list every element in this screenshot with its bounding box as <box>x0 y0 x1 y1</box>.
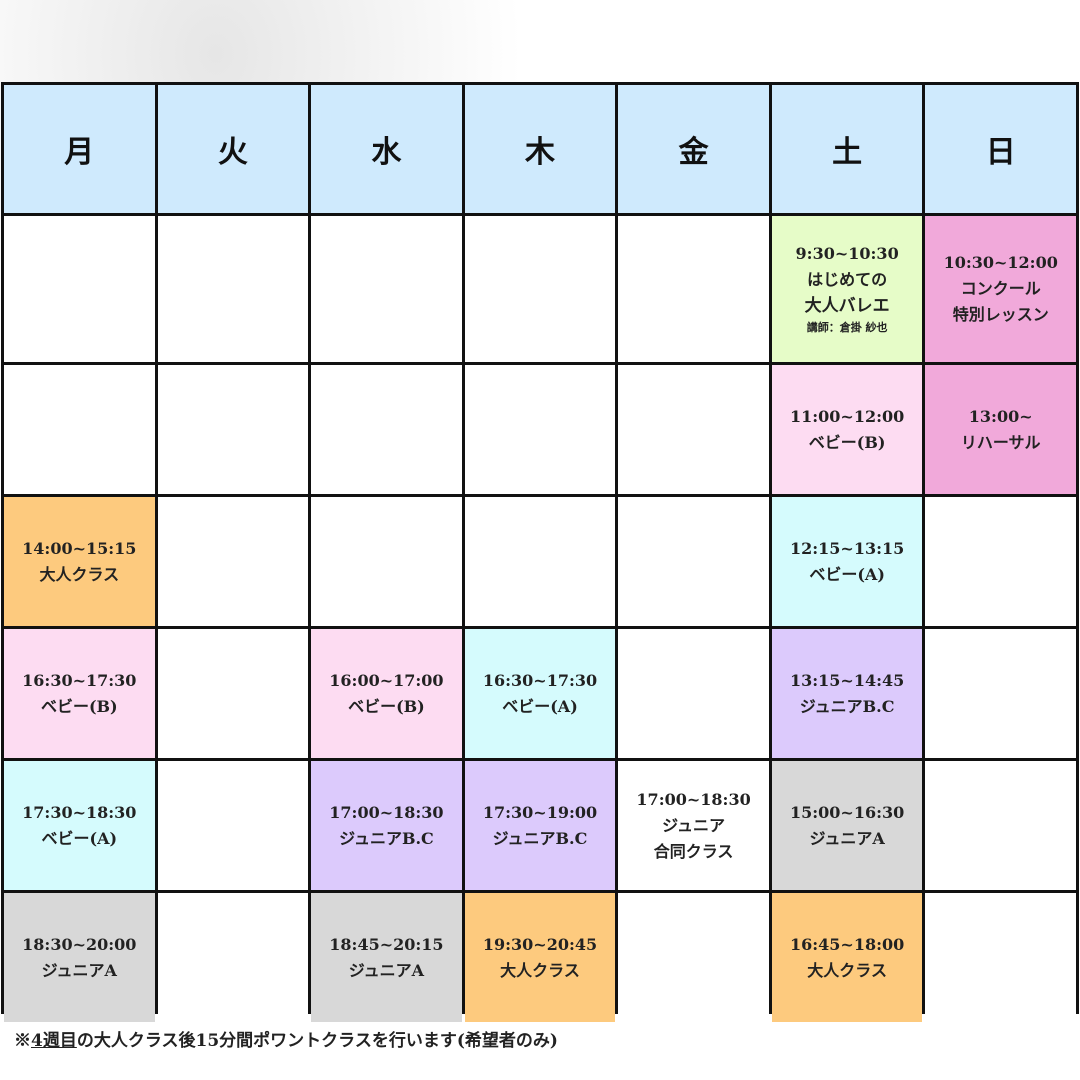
class-name: ジュニアA <box>348 960 425 980</box>
footnote: ※4週目の大人クラス後15分間ポワントクラスを行います(希望者のみ) <box>14 1026 558 1051</box>
empty-slot <box>925 497 1076 626</box>
class-time: 17:00~18:30 <box>329 802 444 822</box>
empty-slot <box>157 629 309 758</box>
empty-slot <box>464 216 616 362</box>
empty-slot <box>311 497 462 626</box>
empty-slot <box>157 761 309 890</box>
class-slot: 14:00~15:15 大人クラス <box>4 497 155 626</box>
empty-slot <box>157 216 309 362</box>
class-name: 大人クラス <box>39 564 120 584</box>
class-time: 18:30~20:00 <box>22 934 137 954</box>
class-slot: 17:30~18:30 ベビー(A) <box>4 761 155 890</box>
class-slot: 19:30~20:45 大人クラス <box>464 893 616 1022</box>
empty-slot <box>618 893 769 1022</box>
empty-slot <box>311 216 462 362</box>
empty-slot <box>618 629 769 758</box>
empty-slot <box>157 893 309 1022</box>
class-time: 10:30~12:00 <box>943 253 1058 272</box>
empty-slot <box>618 365 769 494</box>
class-time: 13:15~14:45 <box>789 670 905 690</box>
class-time: 12:15~13:15 <box>789 538 905 558</box>
class-slot: 16:30~17:30 ベビー(B) <box>4 629 155 758</box>
class-name: ジュニアA <box>809 828 885 848</box>
class-slot: 11:00~12:00 ベビー(B) <box>771 365 923 494</box>
empty-slot <box>618 216 769 362</box>
empty-slot <box>925 761 1076 890</box>
class-name: ジュニアB.C <box>799 696 895 716</box>
day-header: 水 <box>311 85 462 213</box>
note-text: の大人クラス後15分間ポワントクラスを行います(希望者のみ) <box>76 1031 558 1051</box>
empty-slot <box>464 365 616 494</box>
class-slot: 17:00~18:30 ジュニア合同クラス <box>618 761 769 890</box>
class-name: ベビー(A) <box>41 828 118 848</box>
class-name: リハーサル <box>960 432 1041 452</box>
empty-slot <box>925 629 1076 758</box>
class-slot: 10:30~12:00 コンクール特別レッスン <box>925 216 1076 362</box>
day-header: 金 <box>618 85 769 213</box>
class-time: 13:00~ <box>968 406 1033 426</box>
class-time: 17:30~18:30 <box>22 802 137 822</box>
day-header: 土 <box>771 85 923 213</box>
class-time: 16:45~18:00 <box>789 934 905 954</box>
note-mark: ※ <box>14 1031 31 1051</box>
note-emphasis: 4週目 <box>31 1031 77 1051</box>
class-name: ベビー(A) <box>809 564 885 584</box>
class-time: 16:00~17:00 <box>329 670 444 690</box>
empty-slot <box>464 497 616 626</box>
empty-slot <box>311 365 462 494</box>
class-time: 14:00~15:15 <box>22 538 137 558</box>
class-name: ジュニアB.C <box>339 828 434 848</box>
class-name: ベビー(B) <box>40 696 118 716</box>
class-slot: 17:30~19:00 ジュニアB.C <box>464 761 616 890</box>
class-time: 16:30~17:30 <box>482 670 598 690</box>
class-name: 大人クラス <box>807 960 887 980</box>
class-slot: 18:30~20:00 ジュニアA <box>4 893 155 1022</box>
class-slot: 17:00~18:30 ジュニアB.C <box>311 761 462 890</box>
day-header: 日 <box>925 85 1076 213</box>
class-time: 11:00~12:00 <box>789 406 905 426</box>
class-name: コンクール <box>960 279 1041 298</box>
class-name: ベビー(B) <box>348 696 425 716</box>
class-name: ベビー(A) <box>502 696 578 716</box>
day-header: 火 <box>157 85 309 213</box>
class-name: 大人バレエ <box>804 296 890 316</box>
class-slot: 12:15~13:15 ベビー(A) <box>771 497 923 626</box>
day-header: 木 <box>464 85 616 213</box>
class-name: ジュニアA <box>41 960 117 980</box>
class-slot: 16:30~17:30 ベビー(A) <box>464 629 616 758</box>
class-time: 17:30~19:00 <box>482 802 598 822</box>
class-name: ジュニア <box>662 815 725 835</box>
empty-slot <box>4 365 155 494</box>
day-header: 月 <box>4 85 155 213</box>
class-time: 16:30~17:30 <box>22 670 137 690</box>
empty-slot <box>4 216 155 362</box>
class-slot: 15:00~16:30 ジュニアA <box>771 761 923 890</box>
class-slot: 13:00~ リハーサル <box>925 365 1076 494</box>
weekly-schedule-grid: 月火水木金土日 9:30~10:30 はじめての大人バレエ講師：倉掛 紗也 10:30… <box>1 82 1079 1022</box>
class-name: ベビー(B) <box>808 432 886 452</box>
class-slot: 13:15~14:45 ジュニアB.C <box>771 629 923 758</box>
class-name: ジュニアB.C <box>492 828 588 848</box>
class-name: 特別レッスン <box>952 305 1049 324</box>
empty-slot <box>157 497 309 626</box>
class-time: 17:00~18:30 <box>636 789 751 809</box>
class-slot: 18:45~20:15 ジュニアA <box>311 893 462 1022</box>
class-name: 合同クラス <box>653 841 734 861</box>
empty-slot <box>157 365 309 494</box>
class-time: 9:30~10:30 <box>795 244 899 263</box>
class-name: 大人クラス <box>500 960 580 980</box>
class-name: はじめての <box>807 270 888 289</box>
class-slot: 16:00~17:00 ベビー(B) <box>311 629 462 758</box>
empty-slot <box>618 497 769 626</box>
class-slot: 16:45~18:00 大人クラス <box>771 893 923 1022</box>
empty-slot <box>925 893 1076 1022</box>
instructor: 講師：倉掛 紗也 <box>806 321 888 334</box>
class-time: 15:00~16:30 <box>789 802 905 822</box>
class-slot: 9:30~10:30 はじめての大人バレエ講師：倉掛 紗也 <box>771 216 923 362</box>
class-time: 19:30~20:45 <box>482 934 598 954</box>
class-time: 18:45~20:15 <box>329 934 444 954</box>
